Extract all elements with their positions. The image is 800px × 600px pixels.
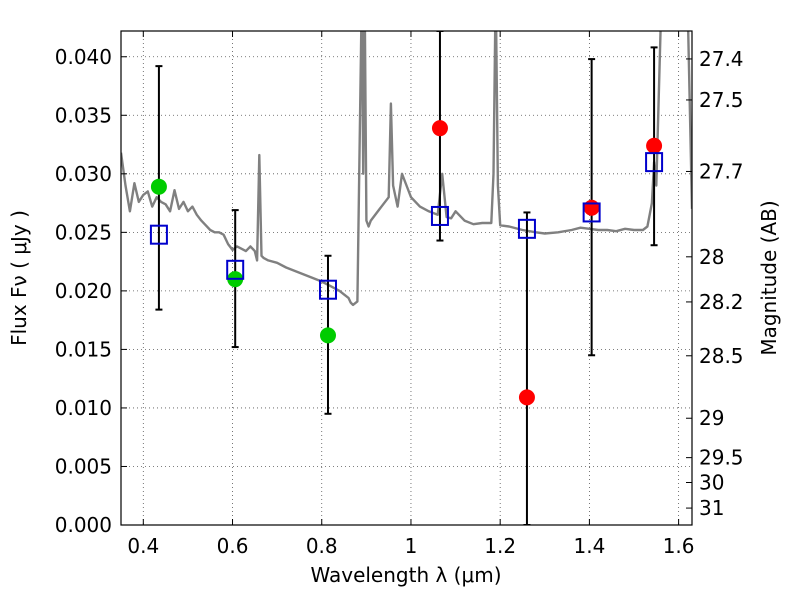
model-flux-marker bbox=[582, 202, 601, 223]
x-tick-label: 1.4 bbox=[573, 534, 605, 558]
x-tick-label: 0.4 bbox=[127, 534, 159, 558]
data-point-marker bbox=[518, 389, 535, 406]
y2-tick-label: 31 bbox=[699, 496, 724, 520]
model-flux-marker bbox=[645, 152, 664, 173]
x-tick-label: 1.2 bbox=[484, 534, 516, 558]
x-tick-label: 0.6 bbox=[217, 534, 249, 558]
plot-area bbox=[121, 31, 692, 525]
data-point-marker bbox=[583, 199, 600, 216]
tick-labels: 0.4 0.6 0.8 1 1.2 1.4 1.6 0.000 0.005 0.010 0.015 0… bbox=[55, 45, 744, 558]
x-tick-label: 1.6 bbox=[663, 534, 695, 558]
data-point-marker bbox=[431, 120, 448, 137]
y2-tick-label: 29.5 bbox=[699, 446, 744, 470]
y2-tick-label: 28.5 bbox=[699, 344, 744, 368]
x-tick-label: 0.8 bbox=[306, 534, 338, 558]
x-tick-label: 1 bbox=[405, 534, 418, 558]
ticks bbox=[121, 31, 692, 526]
y2-tick-label: 27.5 bbox=[699, 88, 744, 112]
y-tick-label: 0.015 bbox=[55, 337, 112, 361]
y-tick-label: 0.000 bbox=[55, 513, 112, 537]
y2-tick-label: 29 bbox=[699, 406, 724, 430]
y2-tick-label: 30 bbox=[699, 470, 724, 494]
plot-frame bbox=[120, 30, 693, 526]
data-point-marker bbox=[319, 327, 336, 344]
y2-tick-label: 28.2 bbox=[699, 290, 744, 314]
y2-tick-label: 27.4 bbox=[699, 47, 744, 71]
y2-tick-label: 28 bbox=[699, 245, 724, 269]
y-axis-label: Flux Fν ( μJy ) bbox=[7, 210, 31, 346]
y-tick-label: 0.030 bbox=[55, 162, 112, 186]
data-point-marker bbox=[646, 137, 663, 154]
y-tick-label: 0.005 bbox=[55, 454, 112, 478]
model-flux-marker bbox=[517, 218, 536, 239]
y-tick-label: 0.010 bbox=[55, 396, 112, 420]
y-tick-label: 0.040 bbox=[55, 45, 112, 69]
x-axis-label: Wavelength λ (μm) bbox=[310, 563, 501, 587]
y2-axis-label: Magnitude (AB) bbox=[757, 200, 781, 355]
model-flux-marker bbox=[149, 224, 168, 245]
model-flux-marker bbox=[318, 279, 337, 300]
model-flux-marker bbox=[430, 205, 449, 226]
y2-tick-label: 27.7 bbox=[699, 159, 744, 183]
y-tick-label: 0.035 bbox=[55, 103, 112, 127]
data-point-marker bbox=[150, 178, 167, 195]
y-tick-label: 0.025 bbox=[55, 220, 112, 244]
model-spectrum-line bbox=[121, 31, 692, 307]
y-tick-label: 0.020 bbox=[55, 279, 112, 303]
model-flux-marker bbox=[226, 259, 245, 280]
